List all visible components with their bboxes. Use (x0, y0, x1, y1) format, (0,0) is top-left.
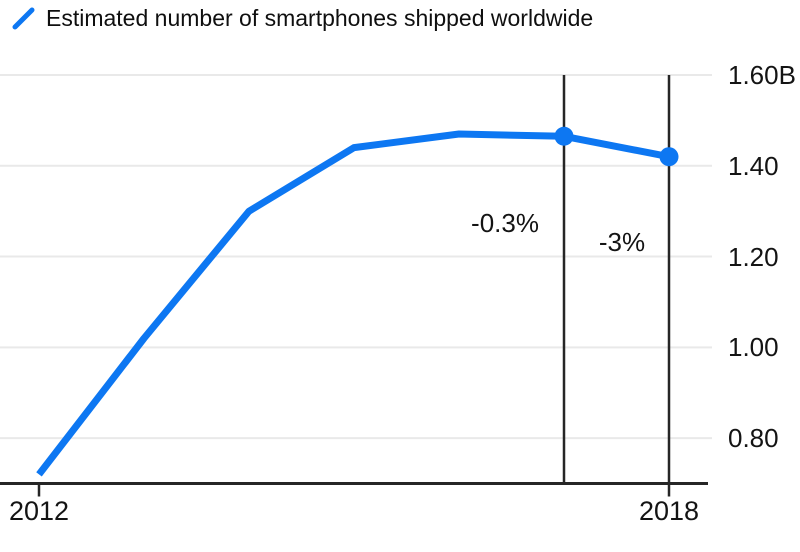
legend-line-stroke (12, 7, 35, 30)
data-point-2017 (554, 126, 574, 146)
legend-line-icon (12, 7, 35, 30)
chart-title: Estimated number of smartphones shipped … (46, 5, 594, 31)
legend: Estimated number of smartphones shipped … (10, 3, 593, 33)
series-line (36, 130, 670, 477)
data-point-2018 (659, 147, 679, 167)
